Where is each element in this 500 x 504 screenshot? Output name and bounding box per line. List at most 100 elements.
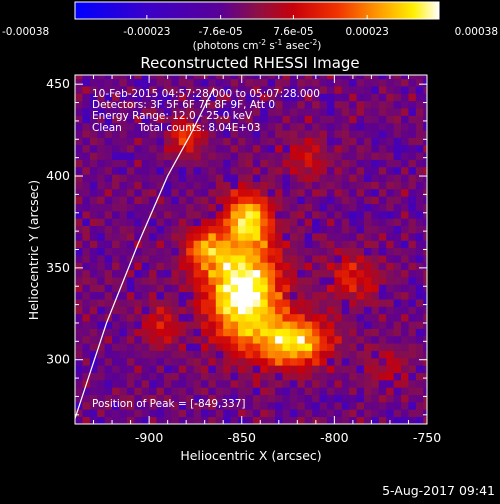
heatmap-cell	[193, 269, 202, 278]
heatmap-cell	[156, 357, 165, 366]
heatmap-cell	[223, 137, 232, 146]
heatmap-cell	[193, 232, 202, 241]
heatmap-cell	[275, 350, 283, 359]
heatmap-cell	[401, 86, 409, 94]
heatmap-cell	[97, 232, 106, 241]
heatmap-cell	[252, 306, 261, 315]
heatmap-cell	[401, 269, 409, 278]
heatmap-cell	[134, 299, 143, 307]
heatmap-cell	[119, 401, 128, 410]
heatmap-cell	[119, 174, 128, 182]
heatmap-cell	[304, 152, 313, 160]
heatmap-cell	[415, 379, 424, 388]
heatmap-cell	[186, 86, 194, 94]
heatmap-cell	[238, 306, 246, 315]
heatmap-cell	[215, 306, 224, 315]
heatmap-cell	[341, 232, 350, 241]
heatmap-cell	[134, 100, 143, 109]
heatmap-cell	[378, 277, 387, 285]
heatmap-cell	[267, 218, 276, 227]
heatmap-cell	[260, 152, 269, 160]
heatmap-cell	[200, 152, 209, 160]
heatmap-cell	[238, 144, 246, 153]
heatmap-cell	[415, 166, 424, 175]
heatmap-cell	[341, 321, 350, 329]
heatmap-cell	[267, 122, 276, 131]
heatmap-cell	[75, 100, 83, 109]
heatmap-cell	[230, 159, 239, 168]
heatmap-cell	[223, 225, 232, 234]
heatmap-cell	[267, 78, 276, 87]
heatmap-cell	[423, 306, 427, 315]
heatmap-cell	[208, 387, 217, 396]
heatmap-cell	[289, 306, 298, 315]
heatmap-cell	[149, 218, 157, 227]
heatmap-cell	[260, 240, 269, 249]
heatmap-cell	[193, 387, 202, 396]
heatmap-cell	[267, 394, 276, 403]
heatmap-cell	[252, 328, 261, 337]
heatmap-cell	[238, 203, 246, 212]
heatmap-cell	[267, 277, 276, 285]
heatmap-cell	[275, 335, 283, 344]
heatmap-cell	[252, 409, 261, 418]
heatmap-cell	[371, 152, 380, 160]
heatmap-cell	[178, 387, 187, 396]
heatmap-cell	[245, 115, 254, 124]
heatmap-cell	[82, 232, 91, 241]
heatmap-cell	[260, 159, 269, 168]
heatmap-cell	[134, 130, 143, 138]
heatmap-cell	[208, 232, 217, 241]
heatmap-cell	[75, 335, 83, 344]
heatmap-cell	[97, 255, 106, 263]
heatmap-cell	[89, 188, 98, 197]
heatmap-cell	[371, 115, 380, 124]
heatmap-cell	[141, 86, 150, 94]
annotation-counts: Clean Total counts: 8.04E+03	[92, 122, 261, 134]
heatmap-cell	[193, 75, 202, 80]
heatmap-cell	[119, 75, 128, 80]
heatmap-cell	[171, 130, 180, 138]
heatmap-cell	[163, 269, 172, 278]
heatmap-cell	[208, 78, 217, 87]
heatmap-cell	[297, 372, 306, 381]
heatmap-cell	[386, 78, 395, 87]
heatmap-cell	[119, 86, 128, 94]
heatmap-cell	[171, 225, 180, 234]
heatmap-cell	[267, 262, 276, 271]
heatmap-cell	[171, 196, 180, 204]
heatmap-cell	[334, 115, 343, 124]
heatmap-cell	[104, 130, 113, 138]
heatmap-cell	[275, 137, 283, 146]
heatmap-cell	[141, 137, 150, 146]
heatmap-cell	[126, 218, 135, 227]
heatmap-cell	[341, 306, 350, 315]
colorbar-tick-label: -0.00023	[123, 26, 170, 38]
heatmap-cell	[334, 144, 343, 153]
heatmap-cell	[252, 357, 261, 366]
heatmap-cell	[186, 269, 194, 278]
heatmap-cell	[104, 387, 113, 396]
heatmap-cell	[319, 409, 328, 418]
heatmap-cell	[423, 108, 427, 116]
heatmap-cell	[304, 262, 313, 271]
heatmap-cell	[275, 277, 283, 285]
heatmap-cell	[275, 255, 283, 263]
heatmap-cell	[171, 262, 180, 271]
heatmap-cell	[408, 291, 417, 300]
heatmap-cell	[415, 122, 424, 131]
heatmap-cell	[312, 350, 320, 359]
heatmap-cell	[104, 269, 113, 278]
heatmap-cell	[267, 335, 276, 344]
heatmap-cell	[82, 108, 91, 116]
heatmap-cell	[245, 401, 254, 410]
heatmap-cell	[252, 372, 261, 381]
heatmap-cell	[186, 218, 194, 227]
heatmap-cell	[334, 75, 343, 80]
heatmap-cell	[186, 122, 194, 131]
heatmap-cell	[356, 210, 365, 219]
heatmap-cell	[289, 188, 298, 197]
heatmap-cell	[149, 365, 157, 373]
heatmap-cell	[312, 181, 320, 190]
heatmap-cell	[401, 225, 409, 234]
